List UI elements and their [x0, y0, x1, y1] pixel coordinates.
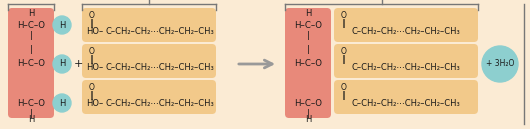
Text: C–CH₂–CH₂⋯CH₂–CH₂–CH₃: C–CH₂–CH₂⋯CH₂–CH₂–CH₃: [352, 99, 461, 108]
Text: ‖: ‖: [90, 55, 94, 64]
Circle shape: [53, 94, 71, 112]
FancyBboxPatch shape: [334, 8, 478, 42]
Text: + 3H₂O: + 3H₂O: [486, 59, 514, 68]
Text: |: |: [306, 30, 310, 39]
Text: H–C–O: H–C–O: [17, 99, 45, 107]
Text: H–C–O: H–C–O: [294, 99, 322, 107]
Text: H: H: [59, 59, 65, 68]
Text: H: H: [305, 115, 311, 124]
Text: O: O: [341, 83, 347, 92]
Text: O: O: [341, 11, 347, 21]
FancyBboxPatch shape: [334, 80, 478, 114]
Circle shape: [53, 55, 71, 73]
Text: O: O: [89, 83, 95, 92]
Text: C–CH₂–CH₂⋯CH₂–CH₂–CH₃: C–CH₂–CH₂⋯CH₂–CH₂–CH₃: [352, 27, 461, 37]
Text: ‖: ‖: [90, 19, 94, 29]
Text: H–C–O: H–C–O: [294, 21, 322, 30]
FancyBboxPatch shape: [334, 44, 478, 78]
FancyBboxPatch shape: [8, 8, 54, 118]
Text: H: H: [28, 9, 34, 18]
FancyBboxPatch shape: [285, 8, 331, 118]
Text: H: H: [59, 99, 65, 107]
Text: |: |: [306, 108, 310, 118]
Text: C–CH₂–CH₂⋯CH₂–CH₂–CH₃: C–CH₂–CH₂⋯CH₂–CH₂–CH₃: [106, 99, 215, 108]
Text: C–CH₂–CH₂⋯CH₂–CH₂–CH₃: C–CH₂–CH₂⋯CH₂–CH₂–CH₃: [352, 63, 461, 72]
Text: H–C–O: H–C–O: [17, 59, 45, 68]
Text: H: H: [59, 21, 65, 30]
Circle shape: [53, 16, 71, 34]
Text: O: O: [341, 47, 347, 57]
Text: H–C–O: H–C–O: [294, 59, 322, 68]
Text: H–C–O: H–C–O: [17, 21, 45, 30]
Text: C–CH₂–CH₂⋯CH₂–CH₂–CH₃: C–CH₂–CH₂⋯CH₂–CH₂–CH₃: [106, 63, 215, 72]
Text: +: +: [73, 59, 83, 69]
Text: O: O: [89, 11, 95, 21]
FancyBboxPatch shape: [82, 44, 216, 78]
Text: HO–: HO–: [86, 27, 103, 37]
Text: |: |: [306, 46, 310, 54]
FancyBboxPatch shape: [82, 80, 216, 114]
Text: H: H: [28, 115, 34, 124]
FancyBboxPatch shape: [82, 8, 216, 42]
Text: ‖: ‖: [342, 55, 346, 64]
Text: C–CH₂–CH₂⋯CH₂–CH₂–CH₃: C–CH₂–CH₂⋯CH₂–CH₂–CH₃: [106, 27, 215, 37]
Text: HO–: HO–: [86, 63, 103, 72]
Text: |: |: [30, 46, 32, 54]
Text: |: |: [30, 108, 32, 118]
Text: HO–: HO–: [86, 99, 103, 108]
Text: ‖: ‖: [90, 91, 94, 100]
Text: |: |: [30, 30, 32, 39]
Text: ‖: ‖: [342, 19, 346, 29]
Text: O: O: [89, 47, 95, 57]
Text: ‖: ‖: [342, 91, 346, 100]
Text: H: H: [305, 9, 311, 18]
Circle shape: [482, 46, 518, 82]
